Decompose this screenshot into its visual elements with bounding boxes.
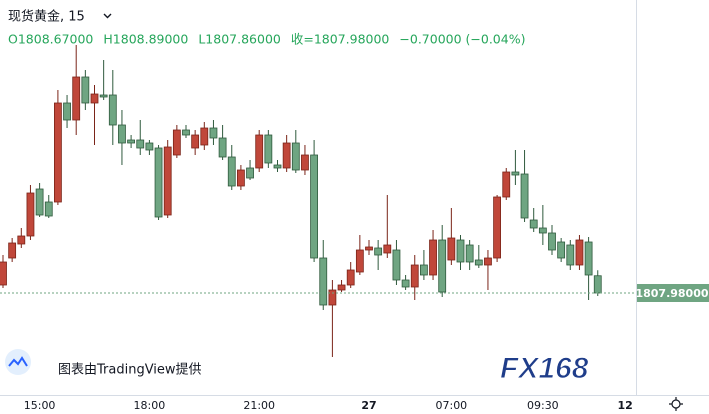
candle-body (26, 192, 35, 237)
last-price-label: 1807.98000 (635, 287, 708, 300)
candle-body (191, 134, 200, 149)
candle-body (209, 127, 218, 139)
candle-body (145, 142, 154, 151)
candle-body (54, 102, 62, 203)
candle-body (511, 171, 520, 176)
candle-body (236, 169, 245, 187)
candle-body (136, 139, 145, 149)
candle-body (447, 237, 456, 261)
candle-body (118, 124, 126, 144)
candle-body (438, 239, 447, 293)
candle-body (0, 261, 7, 286)
candle-body (108, 94, 117, 126)
candle-body (72, 76, 81, 121)
candle-body (182, 129, 190, 136)
x-tick-label: 21:00 (243, 399, 275, 412)
candle-body (383, 244, 392, 254)
candle-body (81, 76, 90, 104)
candle-body (548, 232, 556, 251)
candle-body (319, 257, 328, 306)
candle-body (44, 201, 53, 217)
candle-body (575, 239, 584, 266)
candle-body (392, 249, 401, 281)
candle-body (328, 289, 337, 306)
candle-body (566, 244, 575, 266)
x-tick-label: 15:00 (24, 399, 56, 412)
candle-body (465, 244, 474, 263)
tv-logo-circle (5, 349, 31, 375)
candle-body (310, 154, 319, 259)
candle-body (493, 196, 502, 259)
x-tick-label: 09:30 (527, 399, 559, 412)
candle-body (410, 264, 419, 288)
candle-body (520, 173, 529, 219)
candle-body (200, 127, 209, 146)
candle-body (429, 239, 437, 276)
candle-body (282, 142, 291, 169)
candle-body (529, 219, 538, 229)
candle-body (593, 275, 602, 294)
candle-body (374, 247, 383, 256)
candle-body (264, 134, 273, 164)
candle-body (346, 269, 355, 286)
legend-close: 收=1807.98000 (291, 32, 390, 47)
header: 现货黄金, 15 O1808.67000 H1808.89000 L1807.8… (8, 9, 525, 47)
provider-text: 图表由TradingView提供 (58, 362, 202, 378)
last-price-badge (637, 284, 709, 302)
candle-body (419, 264, 428, 276)
legend-low: L1807.86000 (198, 32, 281, 47)
tv-logo-wave (8, 356, 28, 367)
legend-open: O1808.67000 (8, 32, 93, 47)
candle-body (401, 279, 410, 288)
x-tick-label: 18:00 (134, 399, 166, 412)
candle-body (255, 134, 264, 169)
candle-body (154, 147, 163, 218)
legend-change: −0.70000 (−0.04%) (399, 32, 525, 47)
gear-teeth (669, 397, 683, 411)
candle-body (301, 154, 309, 171)
candle-body (365, 246, 373, 251)
candle-body (273, 164, 282, 169)
candle-body (35, 188, 44, 216)
legend-high: H1808.89000 (103, 32, 188, 47)
candle-body (291, 142, 300, 171)
candle-body (337, 284, 346, 291)
candle-body (502, 171, 511, 198)
candle-body (163, 146, 172, 216)
x-tick-label: 27 (361, 399, 376, 412)
candle-body (227, 156, 236, 187)
candle-body (557, 241, 566, 259)
candle-body (63, 102, 71, 121)
watermark: 图表由TradingView提供 FX168 (5, 349, 589, 385)
dropdown-chevron[interactable] (103, 13, 112, 19)
candle-body (538, 227, 547, 234)
candle-body (8, 242, 17, 259)
symbol-title: 现货黄金, 15 (8, 9, 85, 25)
candle-body (584, 241, 593, 276)
candle-body (127, 139, 135, 144)
candle-body (99, 94, 108, 98)
fx168-logo: FX168 (500, 352, 589, 385)
candle-body (355, 249, 364, 273)
candle-body (484, 257, 492, 266)
candle-body (17, 235, 26, 245)
candle-body (172, 129, 181, 156)
x-tick-label: 07:00 (435, 399, 467, 412)
candle-body (246, 167, 254, 179)
candle-body (90, 93, 99, 104)
candle-body (218, 137, 227, 158)
plot-area (0, 45, 602, 357)
settings-icon[interactable] (669, 397, 683, 411)
candle-body (474, 259, 483, 266)
candle-body (456, 239, 465, 263)
x-tick-label: 12 (618, 399, 633, 412)
